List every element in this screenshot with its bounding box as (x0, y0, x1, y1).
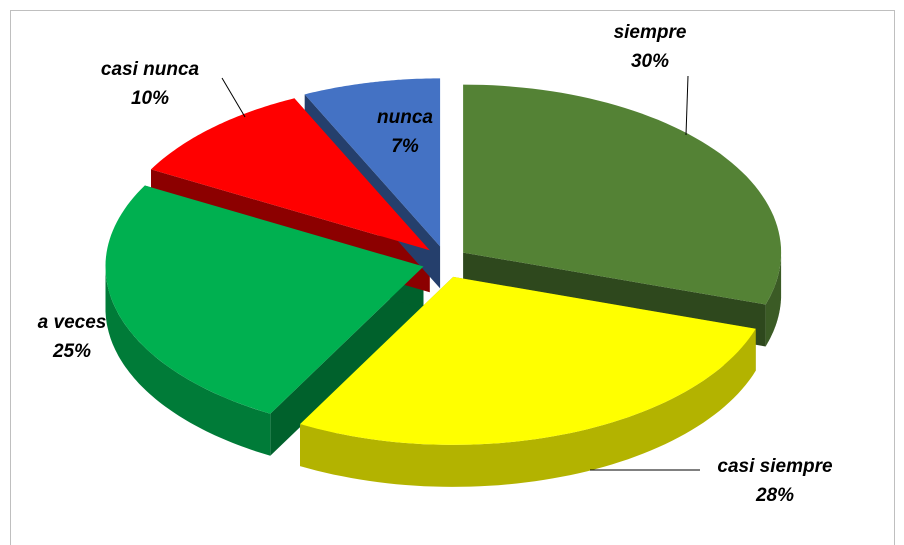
slice-side (765, 252, 782, 347)
data-label-value: 10% (131, 88, 169, 109)
slice-side (105, 266, 271, 456)
data-label-name: casi siempre (717, 456, 833, 477)
data-label-value: 28% (755, 485, 794, 506)
slice (151, 98, 430, 251)
slice (105, 185, 424, 414)
chart-frame (10, 10, 895, 545)
data-label-value: 7% (391, 136, 419, 157)
data-label-value: 25% (52, 341, 91, 362)
leader-line (221, 77, 246, 118)
data-label-name: siempre (614, 22, 687, 43)
slice-wall (270, 266, 424, 456)
data-label-name: nunca (377, 107, 433, 128)
slice (304, 78, 441, 247)
slice-side (300, 328, 756, 487)
data-label-value: 30% (631, 51, 669, 72)
data-label-name: a veces (38, 312, 107, 333)
data-label-name: casi nunca (101, 59, 200, 80)
leader-line (685, 75, 689, 136)
slice (300, 276, 756, 445)
slice (463, 84, 782, 305)
